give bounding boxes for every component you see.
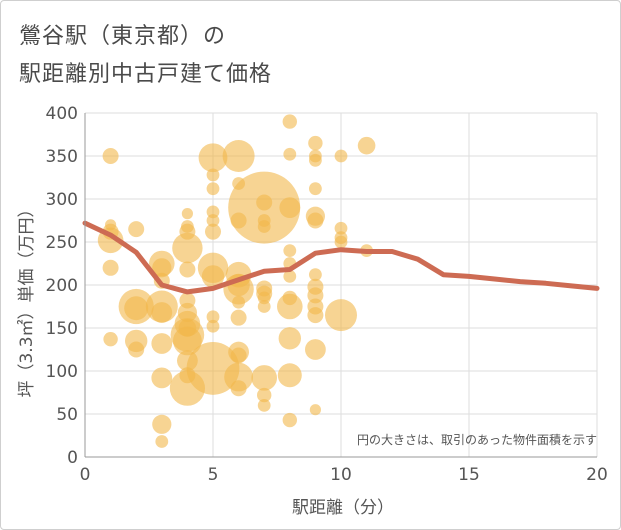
bubble-point xyxy=(257,387,272,403)
bubble-point xyxy=(334,235,348,249)
bubble-point xyxy=(177,302,197,323)
bubble-point xyxy=(283,270,297,283)
bubble-point xyxy=(278,327,301,350)
bubble-point xyxy=(232,177,246,190)
y-tick-label: 150 xyxy=(46,319,78,339)
y-tick-label: 250 xyxy=(46,233,78,253)
axes xyxy=(84,113,597,458)
bubble-point xyxy=(222,140,255,172)
bubble-point xyxy=(307,307,324,324)
bubble-point xyxy=(309,268,322,282)
bubble-point xyxy=(251,365,277,391)
bubble-point xyxy=(102,259,119,276)
bubble-point xyxy=(309,404,321,416)
x-tick-label: 10 xyxy=(330,465,352,485)
bubble-point xyxy=(124,296,149,321)
bubble-point xyxy=(206,168,220,182)
bubble-point xyxy=(206,319,220,333)
bubble-point xyxy=(309,153,322,167)
bubble-point xyxy=(172,232,203,264)
bubble-point xyxy=(232,295,246,309)
bubble-point xyxy=(283,244,297,257)
trend-line xyxy=(82,220,600,295)
bubble-point xyxy=(305,339,326,360)
chart-title-line-2: 駅距離別中古戸建て価格 xyxy=(19,62,273,87)
y-tick-label: 100 xyxy=(46,362,78,382)
bubble-point xyxy=(179,367,196,384)
bubble-point xyxy=(151,302,173,323)
bubble-point xyxy=(257,220,271,233)
bubble-point xyxy=(179,292,196,309)
bubble-point xyxy=(206,214,220,227)
bubble-point xyxy=(307,287,324,304)
bubble-point xyxy=(282,114,297,129)
bubble-point xyxy=(181,208,193,220)
bubble-point xyxy=(128,341,145,358)
bubble-point xyxy=(178,319,197,337)
bubble-point xyxy=(230,380,247,397)
bubble-point xyxy=(230,309,247,326)
bubble-point xyxy=(325,299,357,332)
bubble-point xyxy=(155,435,169,448)
bubble-point xyxy=(152,414,172,434)
bubble-point xyxy=(334,221,348,235)
bubble-point xyxy=(128,221,145,238)
x-tick-label: 20 xyxy=(586,465,608,485)
bubble-point xyxy=(152,258,172,278)
y-axis-ticks: 0 50 100 150 200 250 300 350 400 xyxy=(46,104,78,468)
bubble-point xyxy=(206,182,220,196)
y-tick-label: 0 xyxy=(67,448,78,468)
bubble-point xyxy=(105,219,117,231)
bubble-point xyxy=(230,347,247,364)
y-tick-label: 350 xyxy=(46,147,78,167)
bubble-point xyxy=(257,300,271,313)
bubble-point xyxy=(309,182,322,196)
y-tick-label: 300 xyxy=(46,190,78,210)
trend-series xyxy=(82,220,600,295)
bubble-point xyxy=(151,333,173,354)
y-axis-label: 坪（3.3㎡）単価（万円） xyxy=(17,200,37,397)
x-axis-ticks: 0 5 10 15 20 xyxy=(80,465,608,485)
bubble-point xyxy=(102,148,119,164)
bubble-point xyxy=(179,261,196,278)
x-tick-label: 5 xyxy=(208,465,219,485)
x-tick-label: 15 xyxy=(458,465,480,485)
chart-title-line-1: 鶯谷駅（東京都）の xyxy=(19,24,227,49)
bubble-point xyxy=(256,194,273,211)
bubble-size-note: 円の大きさは、取引のあった物件面積を示す xyxy=(357,432,597,447)
bubble-point xyxy=(181,220,194,233)
x-axis-label: 駅距離（分） xyxy=(292,498,394,518)
bubble-point xyxy=(103,331,118,347)
bubble-point xyxy=(307,212,324,229)
bubble-point xyxy=(283,147,297,161)
bubble-point xyxy=(308,135,323,151)
bubble-point xyxy=(206,310,220,324)
x-tick-label: 0 xyxy=(80,465,91,485)
bubble-point xyxy=(205,223,221,240)
bubble-point xyxy=(169,370,205,406)
bubble-point xyxy=(282,412,297,428)
bubble-point xyxy=(201,265,225,288)
bubble-point xyxy=(230,212,247,229)
bubble-point xyxy=(334,149,348,163)
bubble-point xyxy=(151,367,173,389)
bubble-point xyxy=(279,197,301,219)
bubble-point xyxy=(224,362,254,392)
bubble-point xyxy=(357,136,376,155)
y-tick-label: 50 xyxy=(56,405,78,425)
bubble-point xyxy=(257,399,271,412)
bubble-point xyxy=(198,143,228,173)
y-tick-label: 400 xyxy=(46,104,78,124)
bubble-point xyxy=(177,350,198,372)
bubble-point xyxy=(277,363,302,388)
y-tick-label: 200 xyxy=(46,276,78,296)
bubble-point xyxy=(282,290,297,306)
